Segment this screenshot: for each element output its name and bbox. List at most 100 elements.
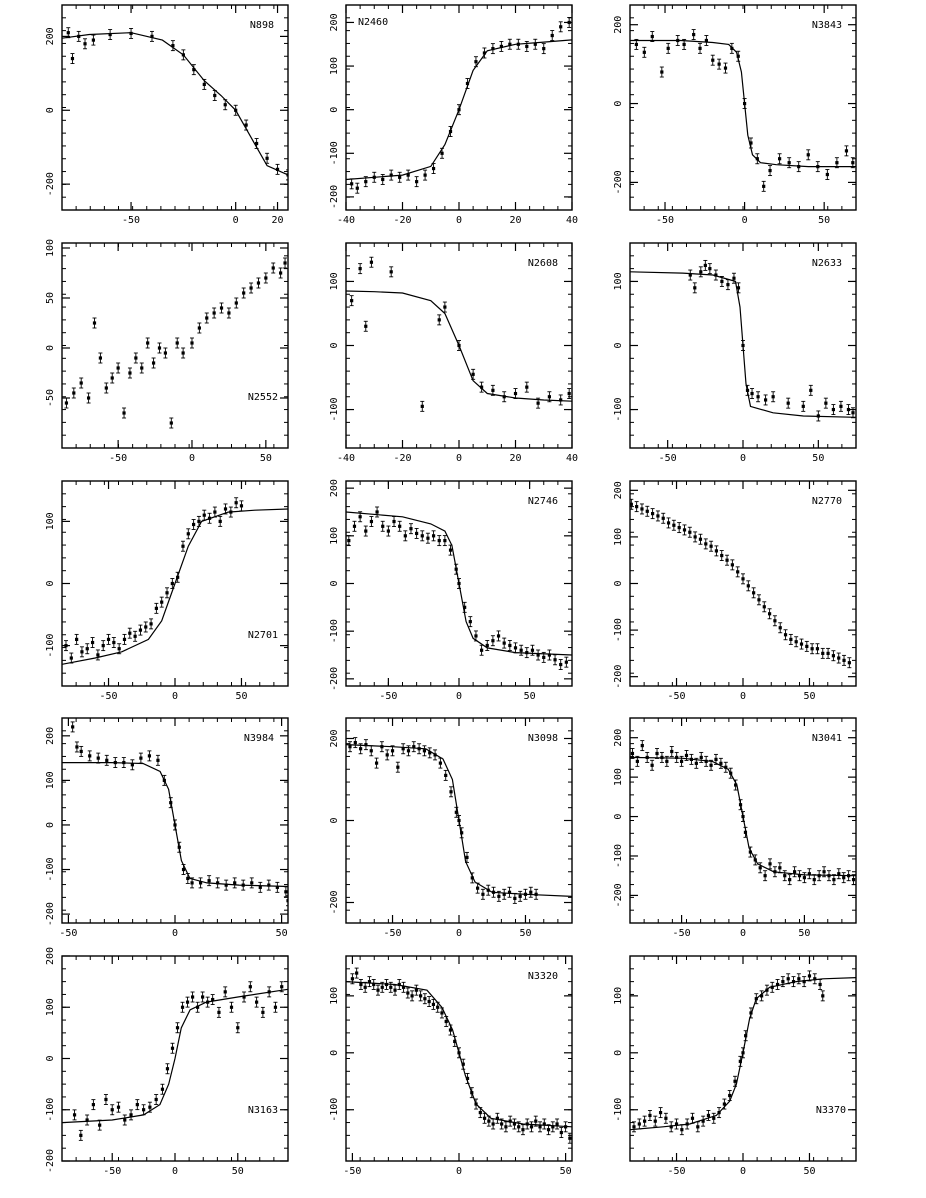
y-tick-label: 200 (45, 727, 56, 745)
y-tick-label: 0 (613, 580, 624, 586)
data-point (74, 633, 79, 645)
data-point (110, 372, 115, 384)
x-tick-label: -50 (656, 215, 674, 226)
data-point (538, 1121, 543, 1133)
data-point (165, 1063, 170, 1075)
data-point (841, 872, 846, 884)
galaxy-label: N3041 (812, 733, 842, 744)
data-point (679, 755, 684, 767)
data-point (76, 30, 81, 42)
data-point (709, 759, 714, 771)
data-point (682, 38, 687, 50)
y-tick-label: 0 (613, 814, 624, 820)
data-point (162, 774, 167, 786)
y-tick-label: 200 (329, 13, 340, 31)
data-point (189, 337, 194, 349)
data-point (397, 979, 402, 990)
data-point (278, 267, 283, 279)
data-point (110, 1104, 115, 1116)
data-point (283, 886, 288, 898)
data-point (689, 753, 694, 765)
data-point (666, 517, 671, 529)
data-point (783, 629, 788, 641)
data-point (792, 866, 797, 878)
data-point (85, 643, 90, 655)
data-point (815, 161, 820, 173)
data-point (502, 391, 507, 403)
panel-n3163: -50 0 50 -200 -100 0 100 200 N3163 (45, 947, 289, 1177)
data-point (210, 994, 215, 1006)
data-point (485, 640, 490, 651)
data-point (485, 183, 489, 193)
data-point (74, 741, 79, 753)
data-point (741, 1047, 745, 1059)
data-point (637, 1118, 642, 1130)
data-point (129, 27, 134, 39)
data-point (723, 62, 728, 74)
data-point (692, 282, 697, 294)
data-point (427, 996, 432, 1008)
data-point (380, 520, 385, 532)
data-point (695, 1121, 700, 1133)
data-point (449, 786, 454, 798)
data-point (503, 1121, 508, 1133)
data-point (397, 520, 402, 532)
data-point (767, 608, 772, 620)
data-point (457, 104, 461, 116)
data-point (499, 1118, 504, 1130)
data-point (659, 751, 664, 763)
data-point (147, 1101, 152, 1113)
data-point (718, 757, 723, 769)
data-point (723, 761, 728, 773)
x-tick-label: -50 (667, 691, 685, 702)
data-point (550, 1121, 555, 1133)
data-point (836, 868, 841, 880)
data-point (190, 877, 195, 889)
data-point (491, 1118, 496, 1130)
data-point (653, 1115, 658, 1127)
data-layer (630, 259, 856, 422)
data-point (639, 503, 644, 515)
x-tick-label: 50 (235, 691, 247, 702)
data-point (831, 404, 836, 416)
data-point (147, 750, 152, 762)
data-point (634, 501, 639, 513)
data-point (223, 99, 228, 111)
data-point (363, 320, 368, 332)
y-tick-label: 0 (45, 345, 56, 351)
data-point (547, 391, 552, 403)
data-point (659, 66, 664, 78)
data-point (550, 30, 555, 41)
data-point (704, 755, 709, 767)
galaxy-label: N3098 (528, 733, 558, 744)
data-layer (62, 497, 288, 665)
y-tick-label: 0 (329, 342, 340, 348)
data-point (207, 512, 212, 524)
data-point (66, 27, 71, 39)
data-point (244, 119, 249, 131)
data-point (717, 58, 722, 70)
data-point (469, 1087, 474, 1099)
data-point (256, 277, 261, 289)
data-point (279, 981, 284, 993)
data-point (397, 171, 402, 183)
data-point (372, 171, 377, 183)
y-tick-label: 200 (329, 729, 340, 747)
data-point (655, 748, 660, 759)
data-point (414, 176, 419, 188)
x-tick-label: 20 (272, 215, 284, 226)
data-point (122, 633, 127, 645)
x-tick-label: -40 (337, 215, 355, 226)
data-point (788, 633, 793, 645)
data-point (191, 64, 196, 76)
data-point (801, 400, 806, 412)
galaxy-label: N3843 (812, 20, 842, 31)
data-point (461, 1058, 466, 1070)
data-point (688, 269, 693, 281)
data-point (249, 282, 254, 294)
data-point (260, 1006, 265, 1018)
y-tick-label: 0 (329, 817, 340, 823)
data-point (687, 526, 692, 538)
data-point (475, 882, 480, 894)
